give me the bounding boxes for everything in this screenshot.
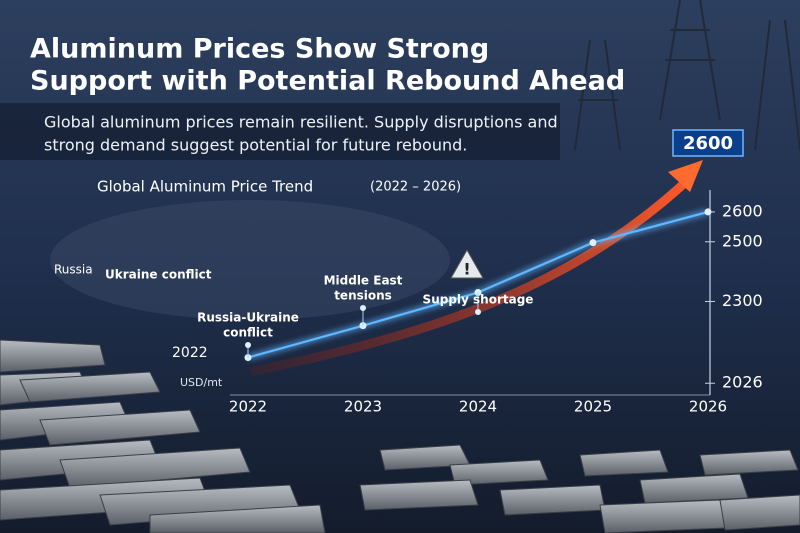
annotation-dot xyxy=(245,342,251,348)
warning-icon xyxy=(450,248,484,279)
callout: 2600 xyxy=(683,133,733,154)
chart-title: Global Aluminum Price Trend xyxy=(97,178,313,196)
x-tick-label: 2023 xyxy=(344,398,382,416)
title-line: Aluminum Prices Show Strong xyxy=(30,34,489,65)
y-tick-label: 2026 xyxy=(722,373,763,392)
subtitle-band xyxy=(0,103,560,160)
point xyxy=(589,239,597,247)
y-tick-label: 2600 xyxy=(722,201,763,220)
trend-arrow xyxy=(249,174,694,377)
map-label: Russia xyxy=(54,263,93,277)
x-tick-label: 2022 xyxy=(229,398,267,416)
y-unit: USD/mt xyxy=(180,376,223,389)
ingots xyxy=(0,339,800,533)
callout-box xyxy=(672,129,744,157)
y-tick-label: 2500 xyxy=(722,231,763,250)
point xyxy=(704,208,712,216)
annotation-text: Supply shortage xyxy=(423,293,534,307)
annotation-text: conflict xyxy=(223,326,273,340)
power-towers xyxy=(574,0,800,151)
map-label: Ukraine conflict xyxy=(105,268,212,282)
annotation-text: tensions xyxy=(334,289,392,303)
left-label: 2022 xyxy=(172,345,208,361)
warning-mark: ! xyxy=(463,260,470,279)
annotation-dot xyxy=(475,309,481,315)
map-shape xyxy=(50,200,450,320)
subtitle-line: strong demand suggest potential for futu… xyxy=(44,136,467,155)
y-tick-label: 2300 xyxy=(722,291,763,310)
arrow-head xyxy=(668,160,703,192)
x-tick-label: 2025 xyxy=(574,398,612,416)
x-tick-label: 2024 xyxy=(459,398,497,416)
annotation-text: Middle East xyxy=(324,274,403,288)
title-line: Support with Potential Rebound Ahead xyxy=(30,66,625,97)
subtitle-line: Global aluminum prices remain resilient.… xyxy=(44,113,558,132)
texts: Aluminum Prices Show Strong Support with… xyxy=(30,34,625,390)
annotation-text: Russia-Ukraine xyxy=(197,311,299,325)
chart-subtitle: (2022 – 2026) xyxy=(370,180,461,195)
annotation-dot xyxy=(360,305,366,311)
x-tick-label: 2026 xyxy=(689,398,727,416)
